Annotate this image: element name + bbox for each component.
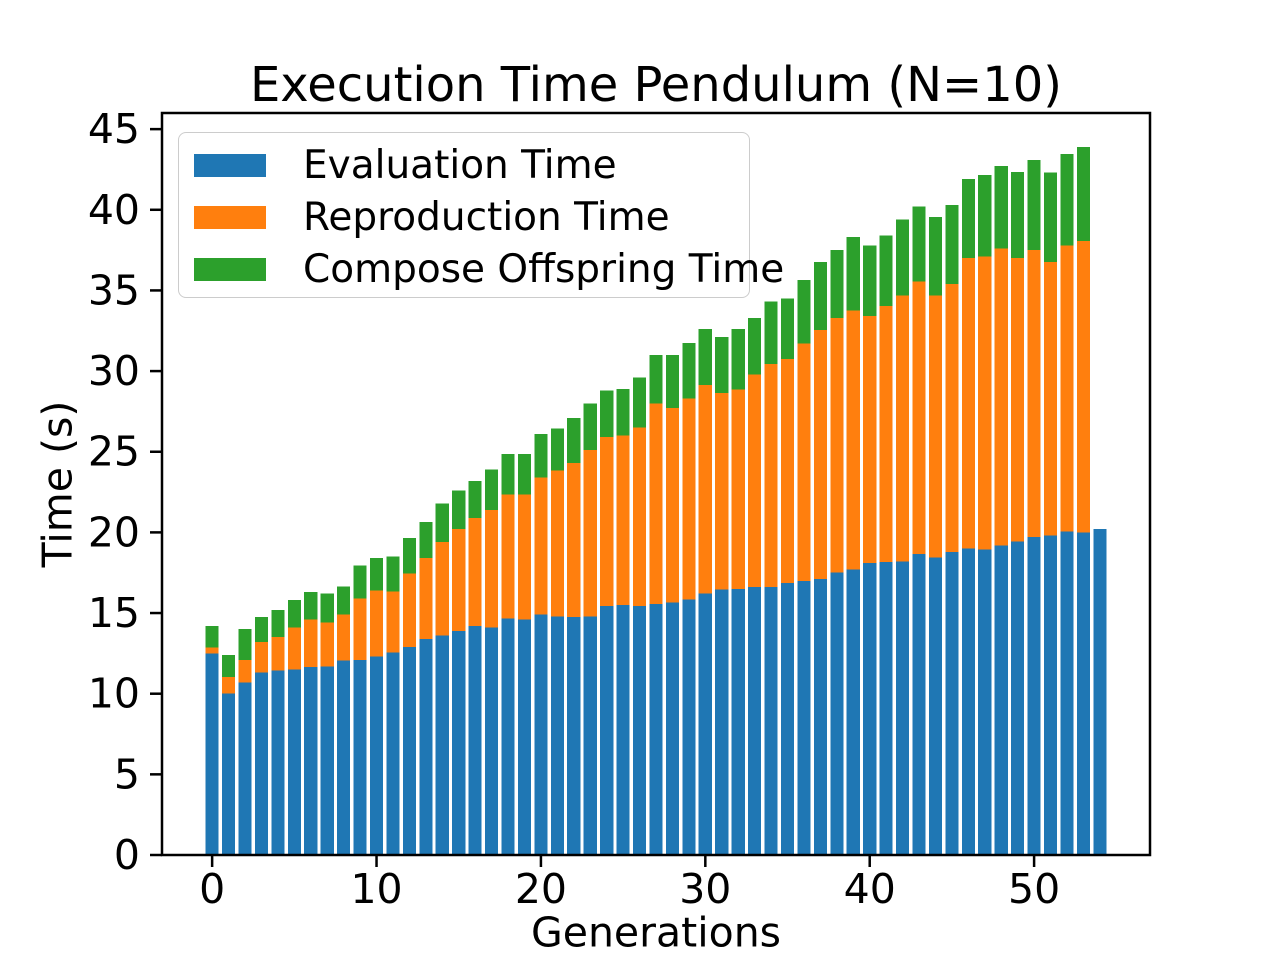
- legend-label-evaluation: Evaluation Time: [303, 142, 617, 188]
- svg-text:10: 10: [350, 865, 402, 913]
- reproduction-time-swatch: [194, 205, 266, 229]
- svg-text:30: 30: [679, 865, 731, 913]
- legend-label-reproduction: Reproduction Time: [303, 194, 670, 240]
- svg-text:40: 40: [88, 186, 140, 234]
- svg-text:40: 40: [844, 865, 896, 913]
- svg-text:45: 45: [88, 105, 140, 153]
- svg-text:20: 20: [515, 865, 567, 913]
- svg-text:15: 15: [88, 589, 140, 637]
- chart-title: Execution Time Pendulum (N=10): [249, 57, 1063, 113]
- legend-label-compose-offspring: Compose Offspring Time: [303, 246, 785, 292]
- evaluation-time-swatch: [194, 153, 266, 177]
- legend: Evaluation Time Reproduction Time Compos…: [178, 132, 784, 298]
- x-axis-label: Generations: [530, 908, 782, 957]
- svg-text:20: 20: [88, 508, 140, 556]
- svg-text:25: 25: [88, 428, 140, 476]
- svg-text:5: 5: [114, 750, 140, 798]
- legend-row-evaluation: Evaluation Time: [179, 139, 749, 191]
- legend-row-reproduction: Reproduction Time: [179, 191, 749, 243]
- svg-text:50: 50: [1008, 865, 1060, 913]
- legend-row-compose-offspring: Compose Offspring Time: [179, 243, 784, 295]
- y-axis-label: Time (s): [33, 400, 82, 568]
- svg-text:0: 0: [114, 831, 140, 879]
- svg-text:30: 30: [88, 347, 140, 395]
- svg-text:0: 0: [199, 865, 225, 913]
- compose-offspring-time-swatch: [194, 257, 266, 281]
- svg-text:10: 10: [88, 670, 140, 718]
- svg-text:35: 35: [88, 266, 140, 314]
